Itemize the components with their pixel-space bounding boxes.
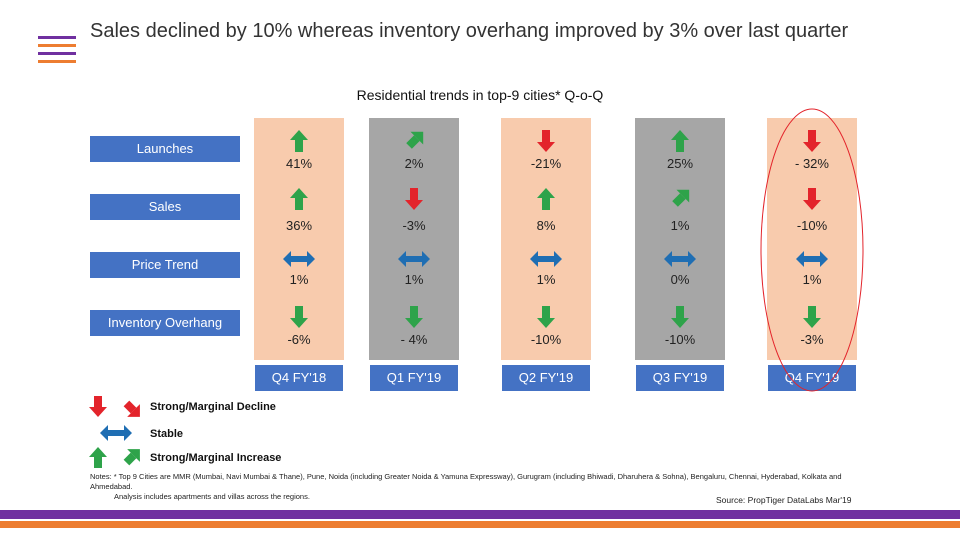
page-title: Sales declined by 10% whereas inventory … (90, 20, 849, 42)
down-green-arrow-icon (663, 304, 697, 335)
up-marginal-arrow-icon (663, 186, 697, 217)
chart-title: Residential trends in top-9 cities* Q-o-… (356, 87, 604, 103)
stable-arrow-icon (795, 246, 829, 277)
cell-value: - 32% (795, 156, 829, 171)
quarter-label: Q1 FY'19 (370, 365, 458, 391)
cell-value: - 4% (400, 332, 428, 347)
cell-value: 8% (536, 218, 556, 233)
cell-value: 1% (404, 272, 424, 287)
cell-value: 2% (404, 156, 424, 171)
cell-value: 1% (670, 218, 690, 233)
cell-value: -10% (530, 332, 562, 347)
cell-value: -6% (287, 332, 311, 347)
legend-increase-icons (89, 447, 140, 468)
quarter-label: Q3 FY'19 (636, 365, 724, 391)
quarter-label: Q4 FY'18 (255, 365, 343, 391)
down-strong-arrow-icon (397, 186, 431, 217)
down-strong-arrow-icon (529, 128, 563, 159)
cell-value: 36% (285, 218, 313, 233)
notes-line-2: Analysis includes apartments and villas … (114, 492, 310, 501)
footer-bar-orange (0, 521, 960, 528)
row-label: Sales (90, 194, 240, 220)
stable-arrow-icon (397, 246, 431, 277)
cell-value: 25% (666, 156, 694, 171)
cell-value: 1% (536, 272, 556, 287)
notes-line-1: Notes: * Top 9 Cities are MMR (Mumbai, N… (90, 472, 842, 491)
legend-stable-icon (100, 425, 132, 441)
row-label: Inventory Overhang (90, 310, 240, 336)
cell-value: -21% (530, 156, 562, 171)
row-label: Price Trend (90, 252, 240, 278)
quarter-label: Q4 FY'19 (768, 365, 856, 391)
down-green-arrow-icon (282, 304, 316, 335)
legend-down-marginal-icon (123, 400, 140, 417)
stable-arrow-icon (282, 246, 316, 277)
down-green-arrow-icon (795, 304, 829, 335)
up-strong-arrow-icon (663, 128, 697, 159)
source-label: Source: PropTiger DataLabs Mar'19 (716, 495, 852, 505)
down-strong-arrow-icon (795, 186, 829, 217)
cell-value: 1% (802, 272, 822, 287)
footer-bar-purple (0, 510, 960, 519)
cell-value: -3% (402, 218, 426, 233)
cell-value: -10% (796, 218, 828, 233)
up-marginal-arrow-icon (397, 128, 431, 159)
up-strong-arrow-icon (529, 186, 563, 217)
down-green-arrow-icon (397, 304, 431, 335)
stable-arrow-icon (663, 246, 697, 277)
up-strong-arrow-icon (282, 186, 316, 217)
stable-arrow-icon (529, 246, 563, 277)
legend-up-strong-icon (89, 447, 107, 468)
legend-decline-icons (89, 396, 140, 417)
legend-down-strong-icon (89, 396, 107, 417)
cell-value: 41% (285, 156, 313, 171)
cell-value: -3% (800, 332, 824, 347)
cell-value: 0% (670, 272, 690, 287)
legend-up-marginal-icon (123, 449, 140, 466)
notes: Notes: * Top 9 Cities are MMR (Mumbai, N… (90, 472, 880, 502)
cell-value: -10% (664, 332, 696, 347)
row-label: Launches (90, 136, 240, 162)
legend-decline-label: Strong/Marginal Decline (150, 401, 276, 413)
legend-increase-label: Strong/Marginal Increase (150, 452, 282, 464)
quarter-label: Q2 FY'19 (502, 365, 590, 391)
cell-value: 1% (289, 272, 309, 287)
legend-stable-label: Stable (150, 428, 184, 440)
down-strong-arrow-icon (795, 128, 829, 159)
up-strong-arrow-icon (282, 128, 316, 159)
down-green-arrow-icon (529, 304, 563, 335)
logo-lines (38, 36, 76, 68)
